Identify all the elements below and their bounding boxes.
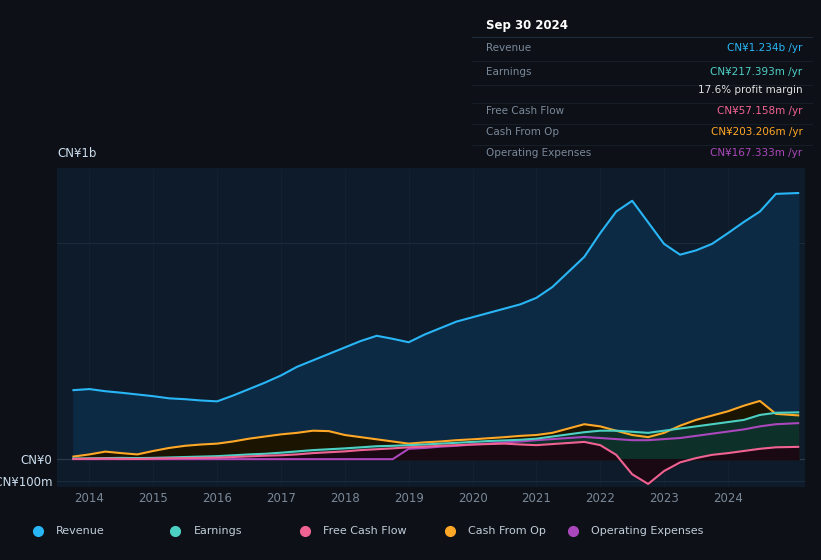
Text: Revenue: Revenue bbox=[486, 43, 531, 53]
Text: CN¥203.206m /yr: CN¥203.206m /yr bbox=[711, 127, 803, 137]
Text: Earnings: Earnings bbox=[194, 526, 242, 535]
Text: Operating Expenses: Operating Expenses bbox=[591, 526, 703, 535]
Text: CN¥57.158m /yr: CN¥57.158m /yr bbox=[717, 106, 803, 115]
Text: Cash From Op: Cash From Op bbox=[468, 526, 546, 535]
Text: Revenue: Revenue bbox=[56, 526, 105, 535]
Text: Operating Expenses: Operating Expenses bbox=[486, 148, 591, 157]
Text: Free Cash Flow: Free Cash Flow bbox=[486, 106, 564, 115]
Text: Free Cash Flow: Free Cash Flow bbox=[323, 526, 407, 535]
Text: Sep 30 2024: Sep 30 2024 bbox=[486, 18, 567, 31]
Text: Cash From Op: Cash From Op bbox=[486, 127, 559, 137]
Text: CN¥217.393m /yr: CN¥217.393m /yr bbox=[710, 67, 803, 77]
Text: CN¥1.234b /yr: CN¥1.234b /yr bbox=[727, 43, 803, 53]
Text: Earnings: Earnings bbox=[486, 67, 531, 77]
Text: CN¥167.333m /yr: CN¥167.333m /yr bbox=[710, 148, 803, 157]
Text: CN¥1b: CN¥1b bbox=[57, 147, 97, 160]
Text: 17.6% profit margin: 17.6% profit margin bbox=[698, 85, 803, 95]
